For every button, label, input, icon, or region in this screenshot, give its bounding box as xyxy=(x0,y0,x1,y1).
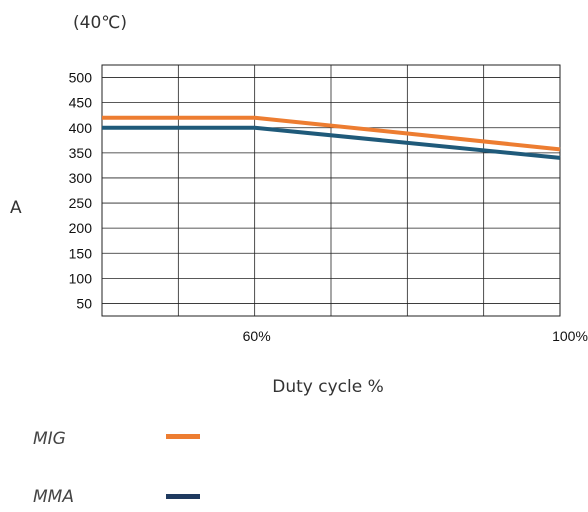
x-tick-labels: 60% 100% xyxy=(243,328,588,344)
y-tick-labels: 500 450 400 350 300 250 200 150 100 50 xyxy=(69,70,93,312)
y-tick-label: 450 xyxy=(69,95,93,111)
legend-label-mig: MIG xyxy=(33,429,66,449)
legend-label-mma: MMA xyxy=(33,487,74,507)
legend-swatch-mig xyxy=(166,434,200,439)
y-tick-label: 350 xyxy=(69,145,93,161)
y-tick-label: 50 xyxy=(76,295,92,311)
y-tick-label: 400 xyxy=(69,120,93,136)
x-tick-label: 100% xyxy=(552,328,588,344)
y-tick-label: 300 xyxy=(69,170,93,186)
x-axis-label: Duty cycle % xyxy=(272,377,384,397)
x-tick-label: 60% xyxy=(243,328,271,344)
y-tick-label: 500 xyxy=(69,70,93,86)
y-axis-label: A xyxy=(10,198,22,218)
y-tick-label: 100 xyxy=(69,270,93,286)
y-tick-label: 250 xyxy=(69,195,93,211)
legend: MIG MMA xyxy=(33,429,200,507)
y-tick-label: 150 xyxy=(69,245,93,261)
chart-subtitle: (40℃) xyxy=(73,13,127,33)
legend-swatch-mma xyxy=(166,494,200,499)
grid xyxy=(102,65,560,316)
y-tick-label: 200 xyxy=(69,220,93,236)
